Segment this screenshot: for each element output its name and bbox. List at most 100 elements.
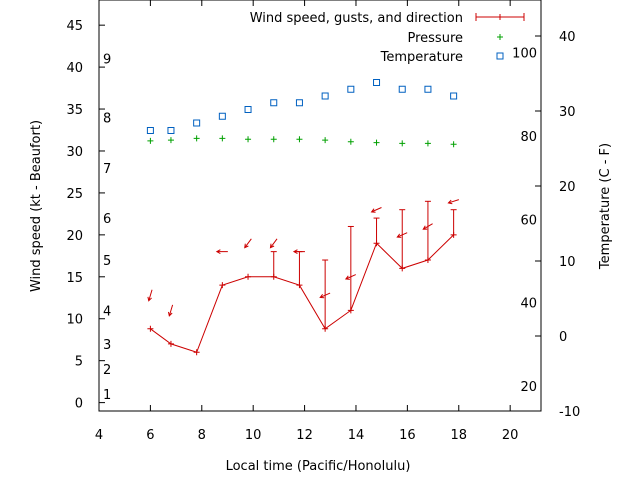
- temperature-series: [146, 79, 458, 134]
- x-tick-label: 12: [296, 428, 313, 443]
- pressure-point: [245, 136, 252, 143]
- pressure-point: [193, 135, 200, 142]
- temperature-point: [347, 85, 355, 93]
- left-y-tick-label: 15: [66, 271, 83, 286]
- left-y-axis-label: Wind speed (kt - Beaufort): [29, 120, 44, 292]
- wind-direction-arrow: [396, 232, 408, 238]
- wind-speed-point: [424, 257, 431, 264]
- x-tick-label: 4: [95, 428, 103, 443]
- temperature-point: [450, 92, 458, 100]
- x-tick-label: 16: [399, 428, 416, 443]
- right-y-tick-label: 10: [559, 255, 576, 270]
- left-y-axis: 0 5 10 15 20 25 30 35 40 45: [66, 19, 105, 412]
- temperature-point: [167, 127, 175, 134]
- temperature-point: [373, 79, 381, 86]
- wind-direction-arrow: [422, 223, 433, 230]
- beaufort-label: 9: [103, 53, 111, 68]
- pressure-point: [399, 140, 406, 147]
- fahrenheit-tick-label: 20: [520, 380, 537, 395]
- wind-direction-arrow: [292, 249, 305, 254]
- temperature-point: [193, 119, 201, 127]
- beaufort-label: 1: [103, 388, 111, 403]
- right-y-axis-label: Temperature (C - F): [598, 143, 613, 270]
- pressure-point: [347, 138, 354, 145]
- beaufort-label: 6: [103, 212, 111, 227]
- wind-direction-arrow: [167, 304, 174, 317]
- temperature-point: [295, 99, 303, 107]
- beaufort-label: 2: [103, 363, 111, 378]
- left-y-tick-label: 35: [66, 103, 83, 118]
- fahrenheit-tick-label: 60: [520, 213, 537, 228]
- fahrenheit-tick-label: 100: [512, 47, 537, 62]
- x-axis: 4 6 8 10 12 14 16 18 20: [95, 0, 518, 443]
- temperature-point: [218, 112, 226, 120]
- temperature-point: [270, 99, 278, 107]
- wind-speed-point: [147, 325, 154, 332]
- wind-speed-point: [270, 273, 277, 280]
- x-axis-label: Local time (Pacific/Honolulu): [226, 459, 411, 474]
- wind-direction-arrow: [244, 238, 252, 249]
- temperature-point: [146, 127, 154, 134]
- beaufort-label: 4: [103, 304, 111, 319]
- right-y-tick-label: 20: [559, 180, 576, 195]
- wind-series: [147, 199, 460, 356]
- wind-direction-arrow: [447, 199, 460, 205]
- legend: Wind speed, gusts, and direction Pressur…: [250, 11, 525, 65]
- wind-speed-point: [167, 340, 174, 347]
- wind-speed-point: [373, 240, 380, 247]
- temperature-point: [244, 106, 252, 113]
- beaufort-label: 8: [103, 111, 111, 126]
- left-y-tick-label: 40: [66, 61, 83, 76]
- wind-direction-arrow: [147, 289, 153, 302]
- x-tick-label: 18: [450, 428, 467, 443]
- temperature-point: [321, 92, 329, 100]
- wind-direction-arrow: [269, 238, 278, 249]
- pressure-point: [167, 137, 174, 144]
- pressure-point: [373, 139, 380, 146]
- fahrenheit-tick-label: 80: [520, 130, 537, 145]
- temperature-point: [424, 85, 432, 93]
- pressure-point: [296, 136, 303, 143]
- right-y-tick-label: 40: [559, 30, 576, 45]
- legend-swatch-pressure: [497, 34, 503, 40]
- wind-speed-point: [245, 273, 252, 280]
- right-y-axis-fahrenheit: 20 40 60 80 100: [512, 47, 537, 395]
- x-tick-label: 6: [146, 428, 154, 443]
- beaufort-label: 5: [103, 254, 111, 269]
- temperature-point: [398, 85, 406, 93]
- x-tick-label: 10: [245, 428, 262, 443]
- pressure-point: [147, 137, 154, 144]
- wind-speed-point: [296, 282, 303, 289]
- pressure-point: [270, 136, 277, 143]
- x-tick-label: 8: [198, 428, 206, 443]
- wind-speed-point: [450, 231, 457, 238]
- wind-speed-point: [219, 282, 226, 289]
- left-y-tick-label: 20: [66, 229, 83, 244]
- pressure-point: [322, 137, 329, 144]
- right-y-tick-label: 0: [559, 330, 567, 345]
- left-y-tick-label: 10: [66, 313, 83, 328]
- left-y-tick-label: 45: [66, 19, 83, 34]
- plot-frame: [98, 0, 542, 412]
- right-y-tick-label: 30: [559, 105, 576, 120]
- left-y-tick-label: 25: [66, 187, 83, 202]
- wind-speed-point: [399, 265, 406, 272]
- left-y-tick-label: 5: [75, 355, 83, 370]
- wind-direction-arrow: [215, 249, 228, 254]
- left-y-tick-label: 30: [66, 145, 83, 160]
- wind-direction-arrow: [370, 207, 382, 213]
- legend-label-temperature: Temperature: [380, 50, 463, 65]
- wind-speed-point: [322, 325, 329, 332]
- pressure-series: [147, 135, 457, 148]
- pressure-point: [424, 140, 431, 147]
- wind-speed-point: [347, 307, 354, 314]
- wind-direction-arrow: [319, 292, 331, 299]
- beaufort-label: 7: [103, 162, 111, 177]
- beaufort-labels: 1 2 3 4 5 6 7 8 9: [103, 53, 111, 404]
- right-y-axis-celsius: -10 0 10 20 30 40: [535, 30, 580, 420]
- legend-label-pressure: Pressure: [407, 31, 463, 46]
- right-y-tick-label: -10: [559, 405, 580, 420]
- pressure-point: [450, 141, 457, 148]
- left-y-tick-label: 0: [75, 397, 83, 412]
